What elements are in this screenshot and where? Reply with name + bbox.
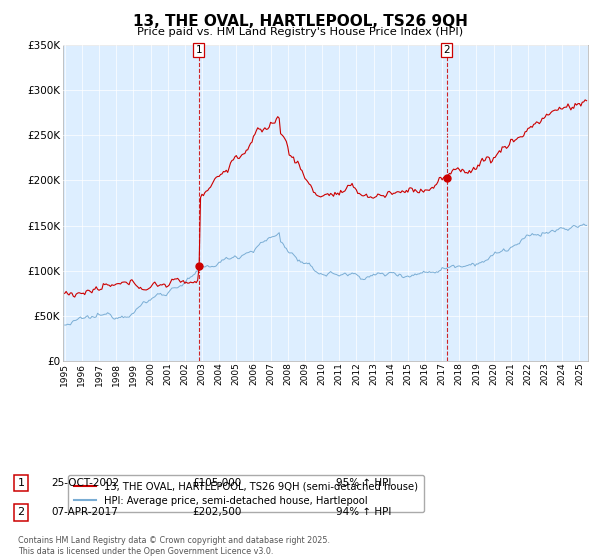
- Legend: 13, THE OVAL, HARTLEPOOL, TS26 9QH (semi-detached house), HPI: Average price, se: 13, THE OVAL, HARTLEPOOL, TS26 9QH (semi…: [68, 475, 424, 512]
- Text: Price paid vs. HM Land Registry's House Price Index (HPI): Price paid vs. HM Land Registry's House …: [137, 27, 463, 37]
- Text: £202,500: £202,500: [192, 507, 241, 517]
- Text: 95% ↑ HPI: 95% ↑ HPI: [336, 478, 391, 488]
- Text: 1: 1: [17, 478, 25, 488]
- Text: Contains HM Land Registry data © Crown copyright and database right 2025.
This d: Contains HM Land Registry data © Crown c…: [18, 536, 330, 556]
- Text: 1: 1: [196, 45, 202, 55]
- Text: £105,000: £105,000: [192, 478, 241, 488]
- Text: 2: 2: [17, 507, 25, 517]
- Text: 25-OCT-2002: 25-OCT-2002: [51, 478, 119, 488]
- Text: 07-APR-2017: 07-APR-2017: [51, 507, 118, 517]
- Text: 13, THE OVAL, HARTLEPOOL, TS26 9QH: 13, THE OVAL, HARTLEPOOL, TS26 9QH: [133, 14, 467, 29]
- Text: 2: 2: [443, 45, 450, 55]
- Text: 94% ↑ HPI: 94% ↑ HPI: [336, 507, 391, 517]
